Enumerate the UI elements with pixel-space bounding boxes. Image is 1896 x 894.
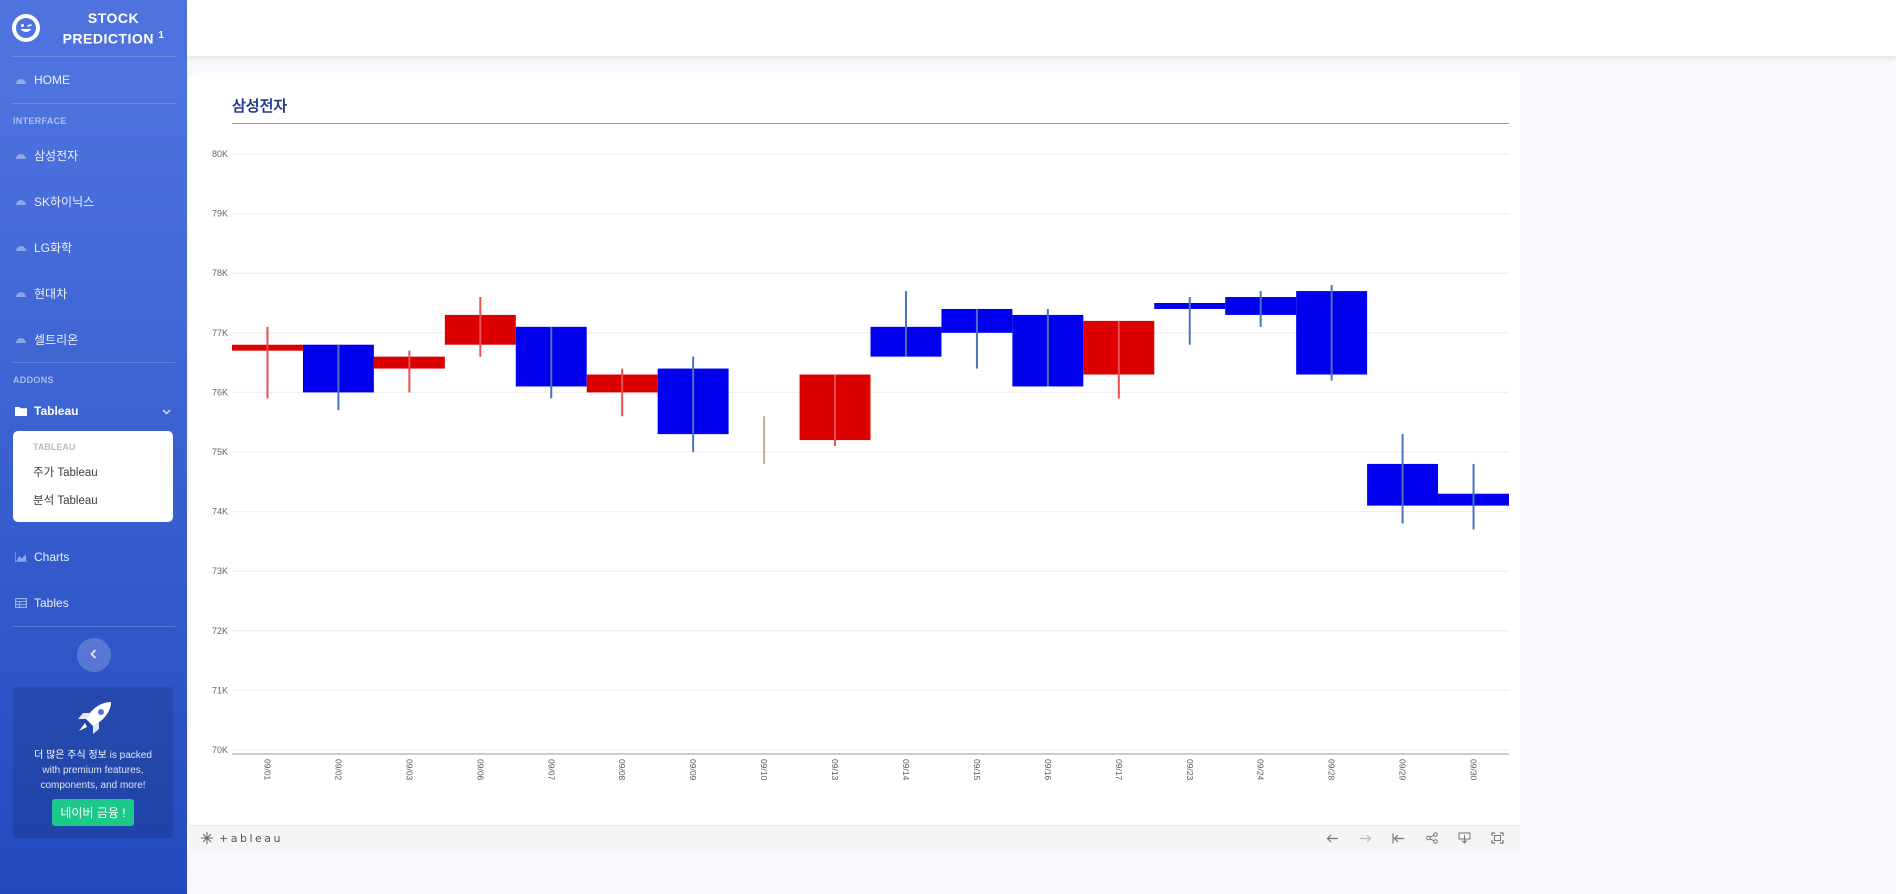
y-tick-label: 72K xyxy=(212,626,228,636)
x-tick-label: 09/06 xyxy=(475,759,485,781)
nav-stock-label: 삼성전자 xyxy=(34,148,79,163)
tachometer-icon xyxy=(14,73,28,87)
topbar xyxy=(187,0,1896,56)
heading-addons: ADDONS xyxy=(13,375,54,385)
x-tick-label: 09/29 xyxy=(1398,759,1408,781)
nav-stock-celltrion[interactable]: 셀트리온 xyxy=(0,316,187,362)
sidebar-toggle-button[interactable] xyxy=(76,638,111,672)
x-tick-label: 09/24 xyxy=(1256,759,1266,781)
undo-icon[interactable] xyxy=(1316,828,1349,848)
nav-charts[interactable]: Charts xyxy=(0,534,187,580)
tableau-submenu: TABLEAU 주가 Tableau 분석 Tableau xyxy=(13,431,173,522)
tableau-logo-text: +ableau xyxy=(219,831,283,845)
nav-tables-label: Tables xyxy=(34,596,69,610)
naver-finance-button[interactable]: 네이버 금융 ! xyxy=(52,799,134,826)
y-tick-label: 74K xyxy=(212,507,228,517)
x-tick-label: 09/17 xyxy=(1114,759,1124,781)
nav-tableau[interactable]: Tableau xyxy=(0,391,187,431)
toolbar-actions xyxy=(1316,828,1514,848)
sidebar-promo-card: 더 많은 주식 정보 is packed with premium featur… xyxy=(13,687,173,838)
tachometer-icon xyxy=(14,240,28,254)
tachometer-icon xyxy=(14,286,28,300)
title-divider xyxy=(232,123,1509,124)
folder-icon xyxy=(14,404,28,418)
fullscreen-icon[interactable] xyxy=(1481,828,1514,848)
tableau-toolbar: +ableau xyxy=(189,825,1520,850)
y-tick-label: 75K xyxy=(212,447,228,457)
y-tick-label: 76K xyxy=(212,387,228,397)
tableau-mark-icon xyxy=(201,831,213,844)
submenu-item-price-tableau[interactable]: 주가 Tableau xyxy=(33,467,98,479)
laugh-wink-icon xyxy=(12,14,40,42)
nav-stock-label: SK하이닉스 xyxy=(34,194,95,209)
y-tick-label: 73K xyxy=(212,566,228,576)
y-tick-label: 79K xyxy=(212,209,228,219)
viz-title: 삼성전자 xyxy=(232,98,288,115)
brand-line1: STOCK xyxy=(87,9,140,26)
sidebar-divider xyxy=(12,56,175,57)
nav-tables[interactable]: Tables xyxy=(0,580,187,626)
chart-area-icon xyxy=(14,550,28,564)
brand-sup: 1 xyxy=(158,29,165,41)
nav-charts-label: Charts xyxy=(34,550,70,564)
promo-text: 더 많은 주식 정보 is packed with premium featur… xyxy=(13,744,173,793)
nav-home[interactable]: HOME xyxy=(0,57,187,103)
redo-icon[interactable] xyxy=(1349,828,1382,848)
brand-title: STOCK PREDICTION 1 xyxy=(40,9,187,48)
nav-stock-lgchem[interactable]: LG화학 xyxy=(0,224,187,270)
x-tick-label: 09/23 xyxy=(1185,759,1195,781)
x-tick-label: 09/16 xyxy=(1043,759,1053,781)
sidebar-brand[interactable]: STOCK PREDICTION 1 xyxy=(0,0,187,56)
x-tick-label: 09/07 xyxy=(546,759,556,781)
brand-line2: PREDICTION xyxy=(62,30,154,47)
x-tick-label: 09/03 xyxy=(404,759,414,781)
x-tick-label: 09/08 xyxy=(617,759,627,781)
download-icon[interactable] xyxy=(1448,828,1481,848)
x-tick-label: 09/09 xyxy=(688,759,698,781)
x-tick-label: 09/13 xyxy=(830,759,840,781)
heading-interface: INTERFACE xyxy=(13,116,67,126)
tachometer-icon xyxy=(14,148,28,162)
nav-stock-label: LG화학 xyxy=(34,240,73,255)
submenu-item-analysis-tableau[interactable]: 분석 Tableau xyxy=(33,495,98,507)
x-tick-label: 09/30 xyxy=(1469,759,1479,781)
share-icon[interactable] xyxy=(1415,828,1448,848)
chevron-down-icon xyxy=(162,404,171,418)
table-icon xyxy=(14,596,28,610)
y-tick-label: 71K xyxy=(212,685,228,695)
x-tick-label: 09/02 xyxy=(333,759,343,781)
sidebar-divider xyxy=(12,626,175,627)
tachometer-icon xyxy=(14,194,28,208)
nav-stock-hyundai[interactable]: 현대차 xyxy=(0,270,187,316)
tachometer-icon xyxy=(14,332,28,346)
x-tick-label: 09/10 xyxy=(759,759,769,781)
nav-stock-samsung[interactable]: 삼성전자 xyxy=(0,132,187,178)
sidebar: STOCK PREDICTION 1 HOME INTERFACE 삼성전자 S… xyxy=(0,0,187,894)
x-tick-label: 09/15 xyxy=(972,759,982,781)
x-tick-label: 09/28 xyxy=(1327,759,1337,781)
tableau-logo[interactable]: +ableau xyxy=(201,831,283,845)
y-tick-label: 70K xyxy=(212,745,228,755)
rocket-icon xyxy=(71,702,115,743)
submenu-header: TABLEAU xyxy=(33,442,76,452)
x-tick-label: 09/14 xyxy=(901,759,911,781)
promo-text-bold: 더 많은 주식 정보 xyxy=(34,750,107,761)
y-tick-label: 78K xyxy=(212,268,228,278)
y-tick-label: 80K xyxy=(212,149,228,159)
sidebar-divider xyxy=(12,362,175,363)
y-tick-label: 77K xyxy=(212,328,228,338)
nav-home-label: HOME xyxy=(34,73,70,87)
sidebar-divider xyxy=(12,103,175,104)
revert-icon[interactable] xyxy=(1382,828,1415,848)
nav-stock-label: 셀트리온 xyxy=(34,332,79,347)
nav-stock-skhynix[interactable]: SK하이닉스 xyxy=(0,178,187,224)
promo-text-rest: is packed with premium features, compone… xyxy=(40,750,152,791)
tableau-viz[interactable]: 삼성전자 70K 71K 72K 73K 74K 75K 76K 77K 78K 79K 80K 09… xyxy=(189,75,1520,850)
chevron-left-icon xyxy=(90,646,97,664)
candlestick-chart[interactable]: 70K 71K 72K 73K 74K 75K 76K 77K 78K 79K 80K 09/01 09… xyxy=(189,75,1520,795)
x-tick-label: 09/01 xyxy=(262,759,272,781)
nav-stock-label: 현대차 xyxy=(34,286,68,301)
nav-tableau-label: Tableau xyxy=(34,404,79,418)
